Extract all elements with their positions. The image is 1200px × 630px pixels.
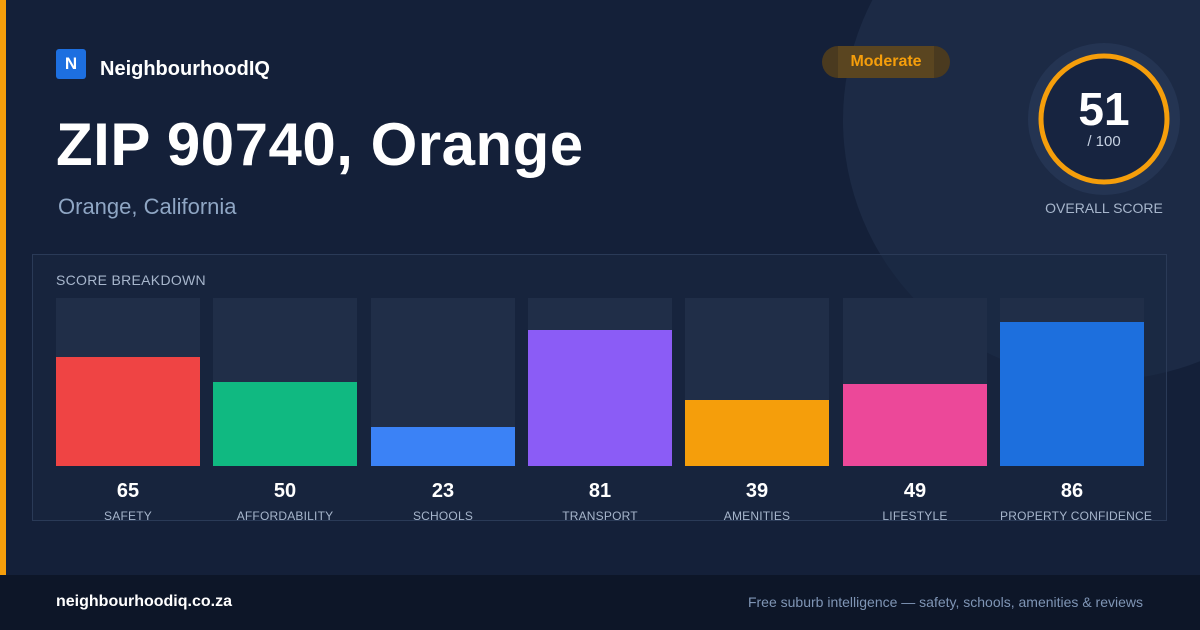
score-bar-column: 65 SAFETY bbox=[56, 298, 200, 523]
score-bar-value: 81 bbox=[588, 480, 612, 502]
page-title: ZIP 90740, Orange bbox=[56, 111, 584, 178]
score-bar-value: 49 bbox=[903, 480, 927, 502]
score-bar-track bbox=[1000, 298, 1144, 466]
score-bar-value: 50 bbox=[273, 480, 297, 502]
overall-score-caption: OVERALL SCORE bbox=[1045, 200, 1163, 216]
rating-badge-label: Moderate bbox=[850, 53, 922, 70]
score-bar-label: AMENITIES bbox=[723, 509, 791, 523]
rating-badge: Moderate bbox=[822, 46, 950, 78]
score-bar-label: TRANSPORT bbox=[562, 509, 638, 523]
score-bar bbox=[843, 384, 987, 466]
overall-score-max: / 100 bbox=[1087, 133, 1121, 150]
score-bar bbox=[685, 400, 829, 466]
score-bar-label: SAFETY bbox=[104, 509, 152, 523]
score-bar-column: 81 TRANSPORT bbox=[528, 298, 672, 523]
score-bar bbox=[213, 382, 357, 466]
footer-domain: neighbourhoodiq.co.za bbox=[56, 593, 232, 610]
score-bar-value: 23 bbox=[431, 480, 455, 502]
score-bar-column: 49 LIFESTYLE bbox=[843, 298, 987, 523]
score-bar-column: 86 PROPERTY CONFIDENCE bbox=[1000, 298, 1153, 523]
score-bar-label: PROPERTY CONFIDENCE bbox=[1000, 509, 1153, 523]
score-bar-column: 50 AFFORDABILITY bbox=[213, 298, 357, 523]
score-bar-value: 86 bbox=[1060, 480, 1084, 502]
overall-score-value: 51 bbox=[1078, 83, 1130, 135]
overall-score-ring bbox=[1028, 43, 1180, 195]
score-bar-column: 23 SCHOOLS bbox=[371, 298, 515, 523]
score-bar-track bbox=[56, 298, 200, 466]
accent-strip bbox=[0, 0, 6, 575]
score-bar-label: AFFORDABILITY bbox=[236, 509, 334, 523]
score-bar-label: LIFESTYLE bbox=[882, 509, 948, 523]
footer-tagline: Free suburb intelligence — safety, schoo… bbox=[747, 594, 1143, 610]
score-bar-track bbox=[528, 298, 672, 466]
score-bar-track bbox=[213, 298, 357, 466]
score-bar-track bbox=[685, 298, 829, 466]
score-bar-track bbox=[843, 298, 987, 466]
brand-name: NeighbourhoodIQ bbox=[100, 58, 270, 80]
score-bar-value: 65 bbox=[116, 480, 140, 502]
score-bar-value: 39 bbox=[745, 480, 769, 502]
brand: N NeighbourhoodIQ bbox=[56, 46, 270, 81]
score-breakdown-title: SCORE BREAKDOWN bbox=[56, 272, 206, 288]
overall-score-arc bbox=[1038, 53, 1170, 185]
page-subtitle: Orange, California bbox=[58, 194, 237, 219]
score-bar bbox=[371, 427, 515, 466]
score-bar-label: SCHOOLS bbox=[412, 509, 474, 523]
score-bar bbox=[528, 330, 672, 466]
brand-logo-icon: N bbox=[56, 48, 86, 79]
footer: neighbourhoodiq.co.za Free suburb intell… bbox=[0, 575, 1200, 630]
score-bar-column: 39 AMENITIES bbox=[685, 298, 829, 523]
score-bar bbox=[1000, 322, 1144, 466]
score-bar bbox=[56, 357, 200, 466]
score-bar-track bbox=[371, 298, 515, 466]
